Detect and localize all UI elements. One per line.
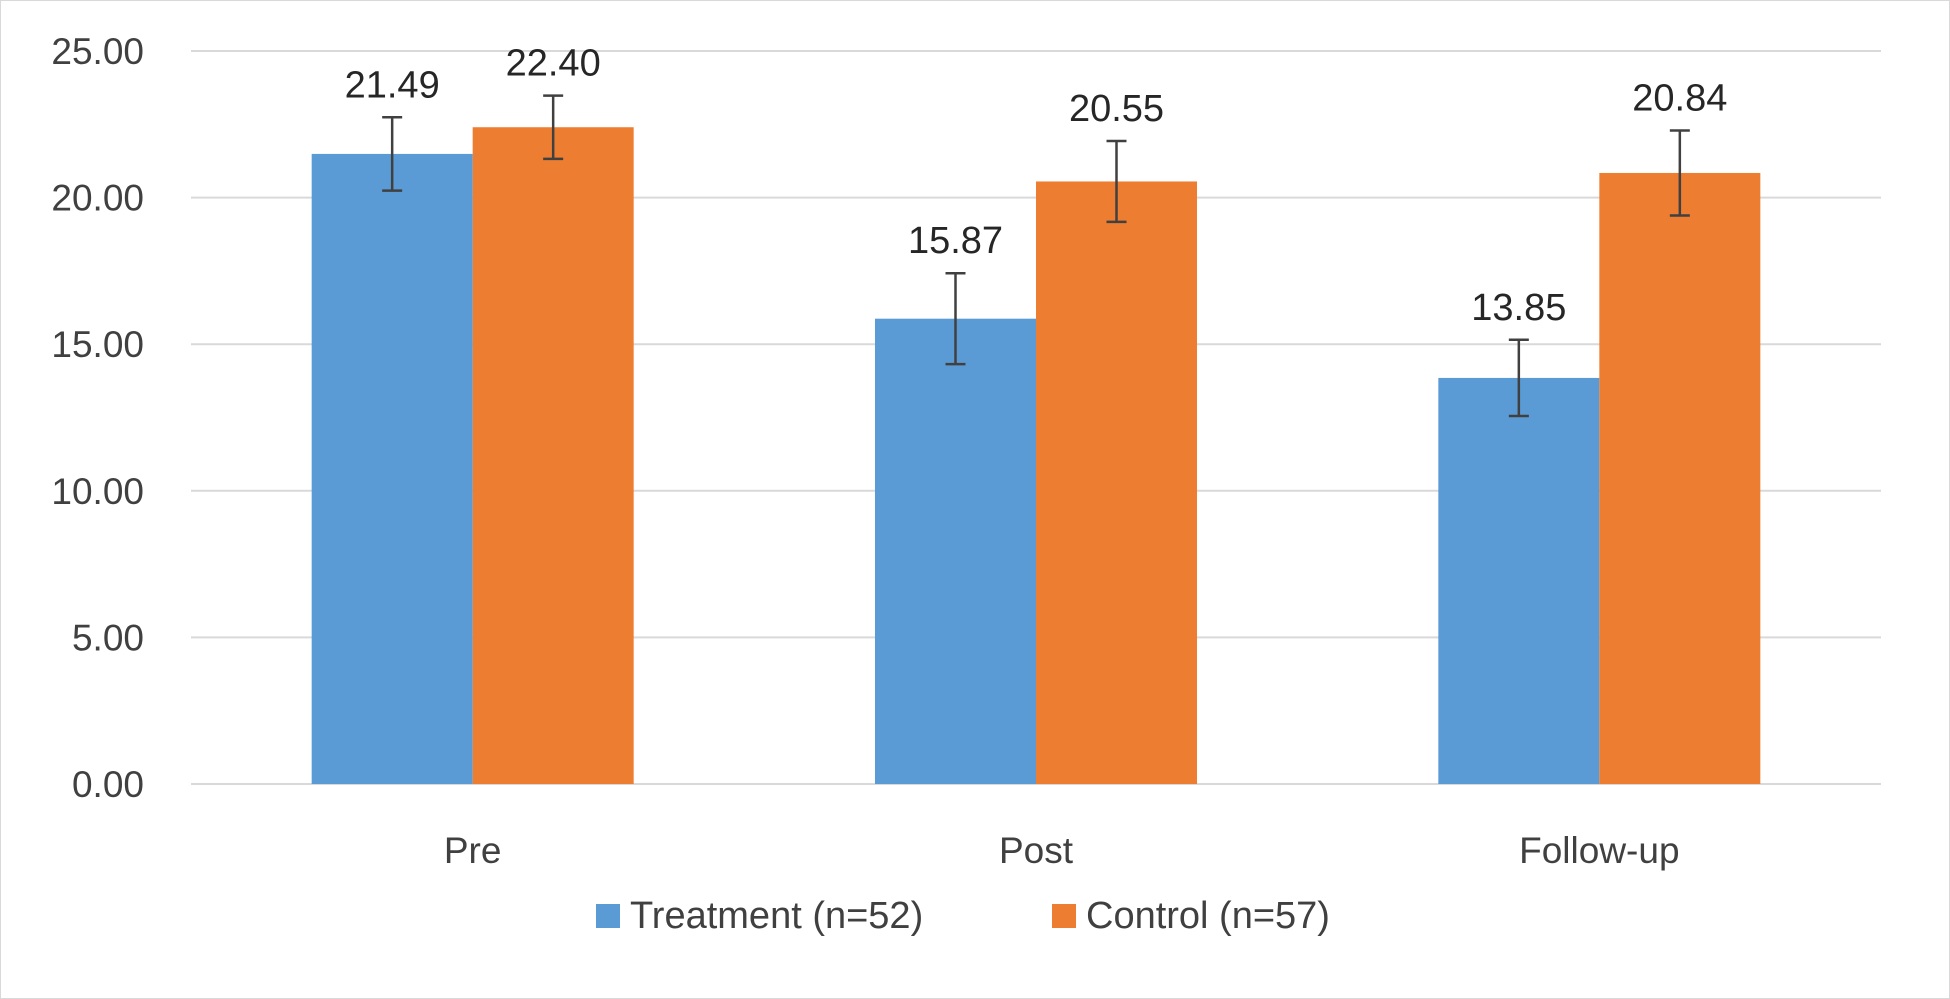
data-label: 15.87 <box>908 220 1003 262</box>
bar <box>1036 181 1197 784</box>
y-tick-label: 5.00 <box>72 617 144 658</box>
legend-swatch <box>1052 904 1076 928</box>
y-tick-label: 0.00 <box>72 764 144 805</box>
y-tick-label: 20.00 <box>51 178 144 219</box>
x-category-label: Pre <box>444 830 502 871</box>
error-bars <box>382 94 1690 418</box>
bar <box>311 153 473 784</box>
legend: Treatment (n=52) Control (n=57) <box>596 895 1330 937</box>
x-axis-category-labels: Pre Post Follow-up <box>444 830 1680 871</box>
data-label: 13.85 <box>1471 287 1566 329</box>
data-label: 20.84 <box>1632 77 1727 119</box>
bar <box>472 127 634 785</box>
bar <box>1599 172 1761 785</box>
data-label: 20.55 <box>1069 88 1164 130</box>
bar <box>875 318 1036 784</box>
y-axis-tick-labels: 0.00 5.00 10.00 15.00 20.00 25.00 <box>51 31 144 805</box>
y-tick-label: 10.00 <box>51 471 144 512</box>
legend-label: Control (n=57) <box>1086 895 1330 937</box>
data-label: 21.49 <box>345 64 440 106</box>
x-category-label: Follow-up <box>1519 830 1679 871</box>
data-label: 22.40 <box>506 43 601 85</box>
x-category-label: Post <box>999 830 1074 871</box>
bars <box>311 127 1761 785</box>
y-tick-label: 15.00 <box>51 324 144 365</box>
data-labels: 21.49 22.40 15.87 20.55 13.85 20.84 <box>345 43 1728 329</box>
legend-label: Treatment (n=52) <box>630 895 923 937</box>
legend-swatch <box>596 904 620 928</box>
bar <box>1438 377 1600 784</box>
y-tick-label: 25.00 <box>51 31 144 72</box>
